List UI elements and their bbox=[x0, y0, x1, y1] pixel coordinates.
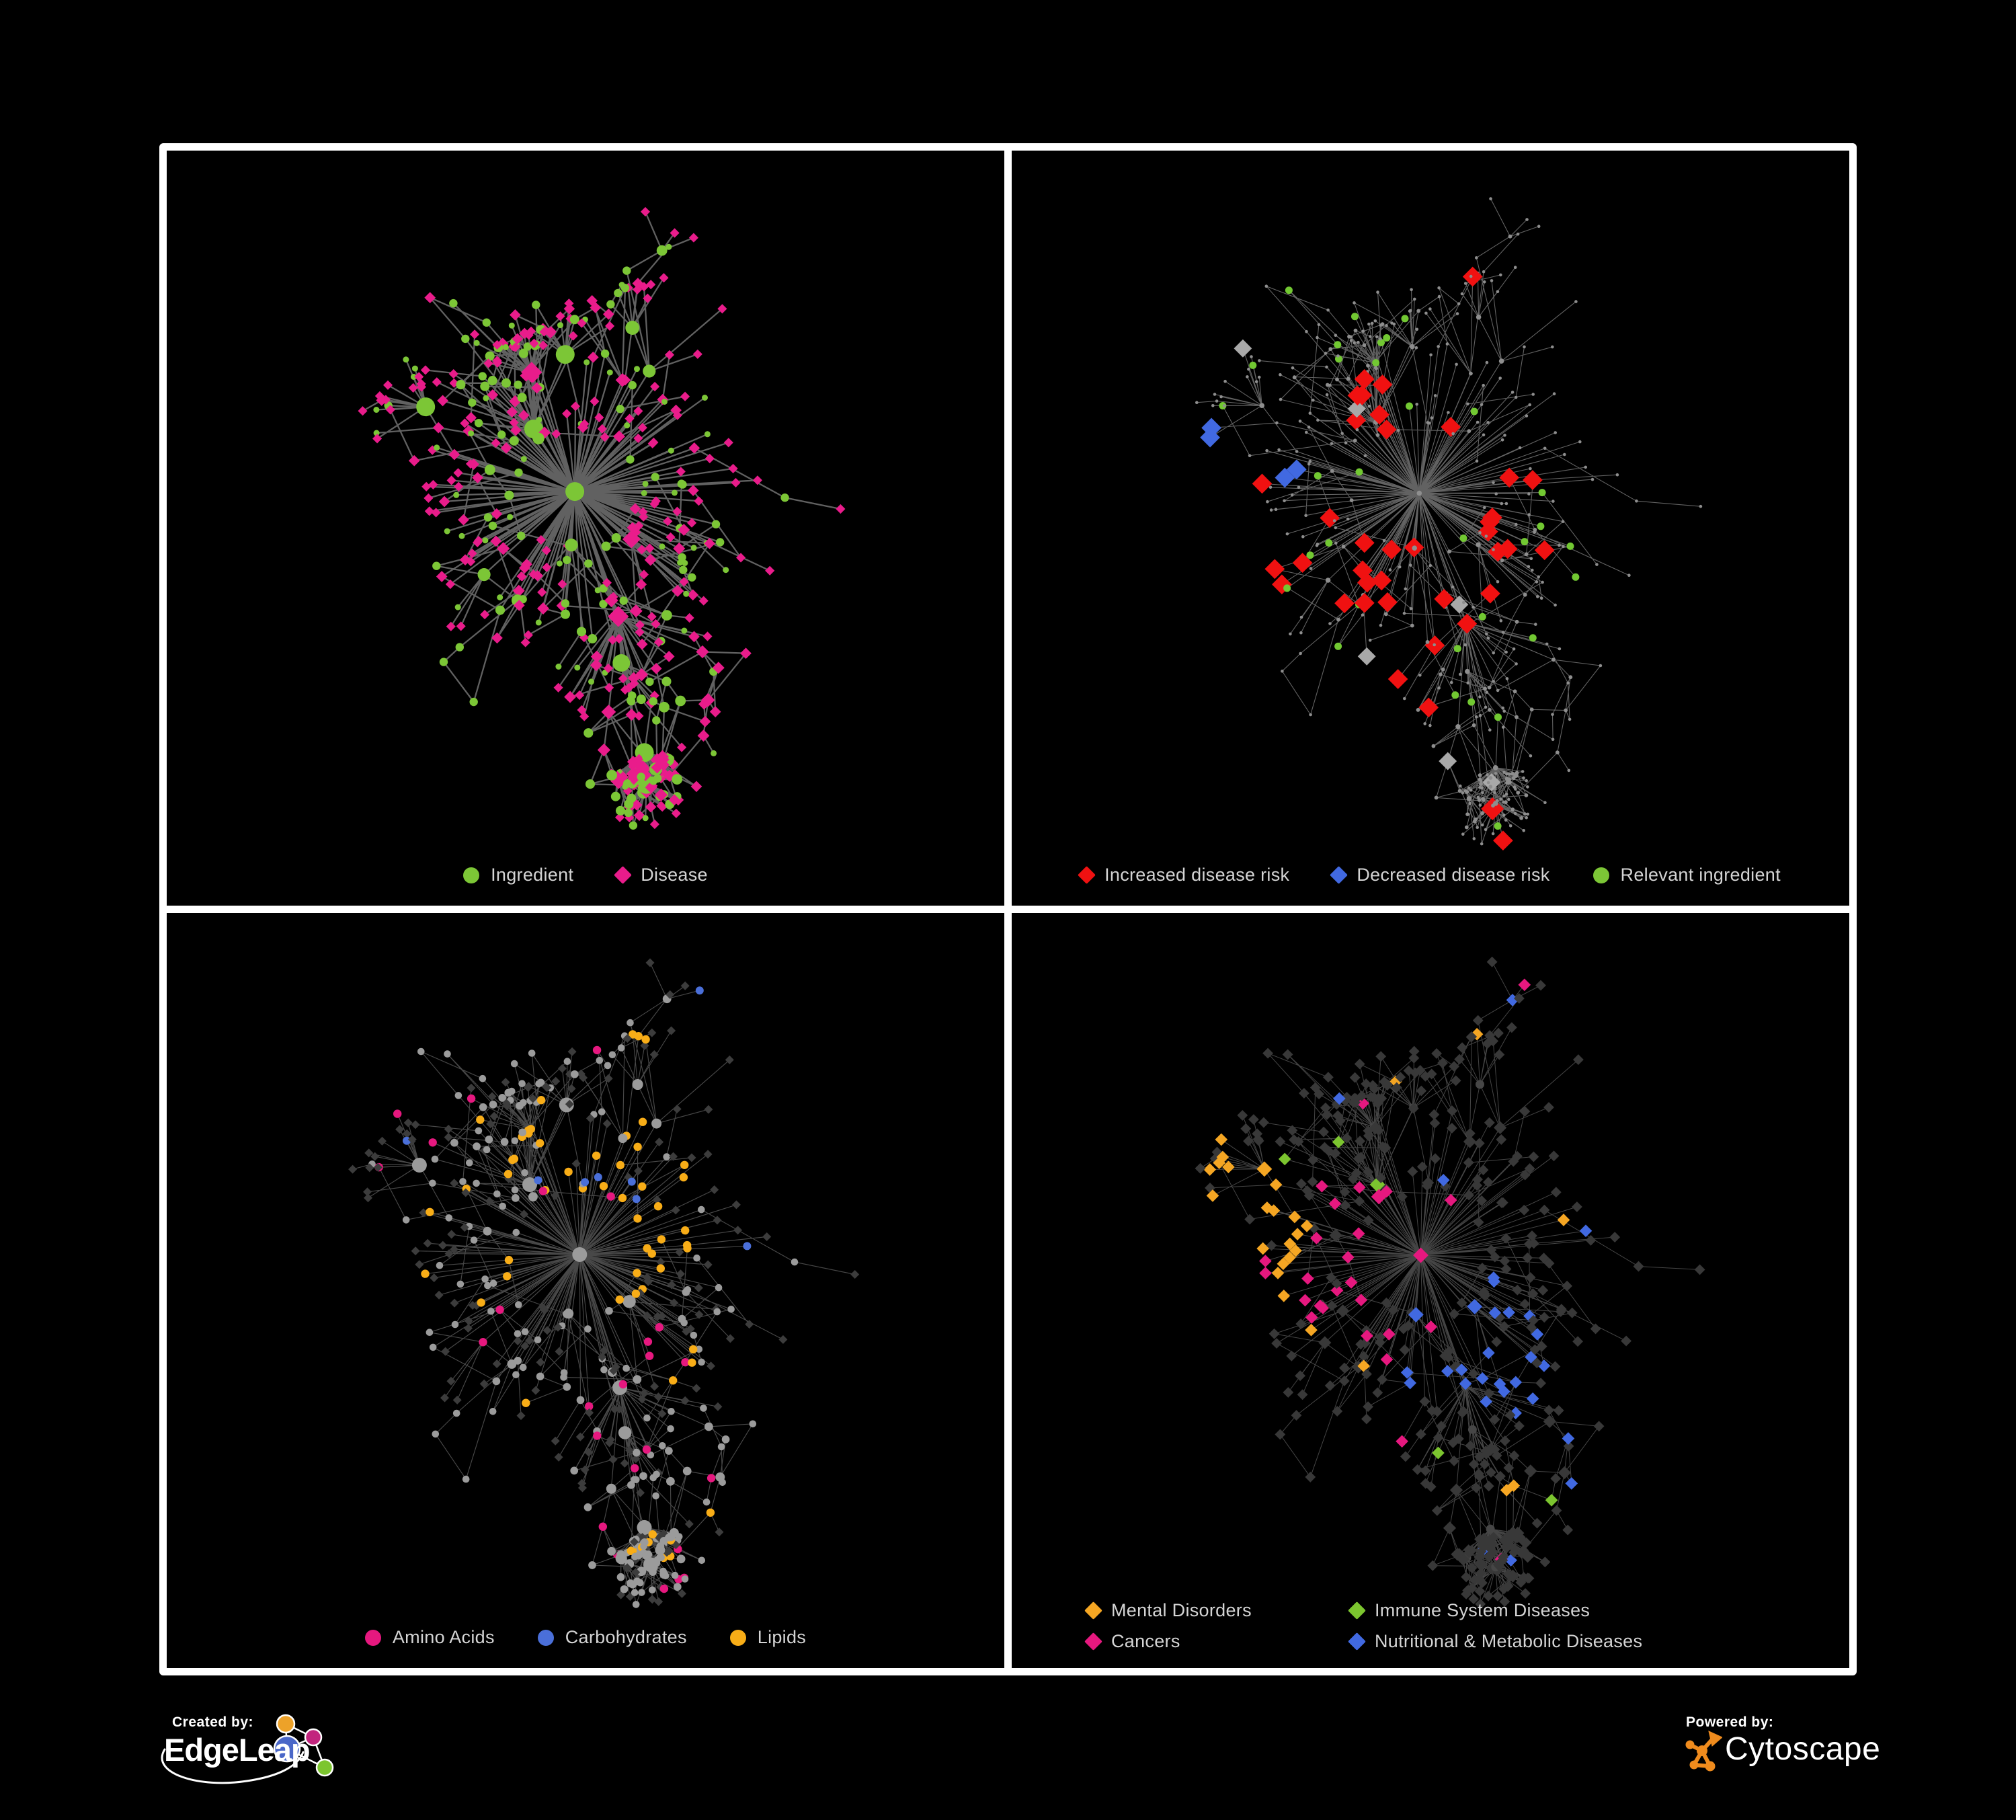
created-by-block: Created by: EdgeLeap bbox=[159, 1709, 361, 1796]
figure-grid: Ingredient Disease Increased disease risk… bbox=[159, 143, 1857, 1675]
network-graph bbox=[1195, 956, 1705, 1610]
powered-by-label: Powered by: bbox=[1686, 1714, 1774, 1730]
panel-disease-category-network: Mental Disorders Immune System Diseases Ca… bbox=[1012, 913, 1849, 1668]
edgeleap-swoosh bbox=[161, 1748, 305, 1784]
cytoscape-brand: Cytoscape bbox=[1725, 1731, 1881, 1767]
panel-nutrient-class-network: Amino Acids Carbohydrates Lipids bbox=[167, 913, 1004, 1668]
edgeleap-node-orange bbox=[276, 1714, 296, 1734]
edgeleap-node-pink bbox=[304, 1728, 323, 1747]
network-graph bbox=[358, 206, 846, 830]
created-by-label: Created by: bbox=[172, 1714, 254, 1730]
panel-ingredient-disease-network: Ingredient Disease bbox=[167, 151, 1004, 906]
edgeleap-brand: EdgeLeap bbox=[164, 1732, 311, 1768]
edgeleap-node-green bbox=[315, 1758, 334, 1777]
panel-disease-risk-network: Increased disease risk Decreased disease … bbox=[1012, 151, 1849, 906]
edgeleap-node-blue bbox=[273, 1735, 301, 1763]
powered-by-block: Powered by: Cytoscape bbox=[1683, 1713, 1905, 1787]
edgeleap-logo bbox=[161, 1714, 334, 1784]
network-graph bbox=[348, 958, 860, 1608]
cytoscape-logo bbox=[1685, 1731, 1722, 1772]
network-graph bbox=[1195, 197, 1703, 851]
